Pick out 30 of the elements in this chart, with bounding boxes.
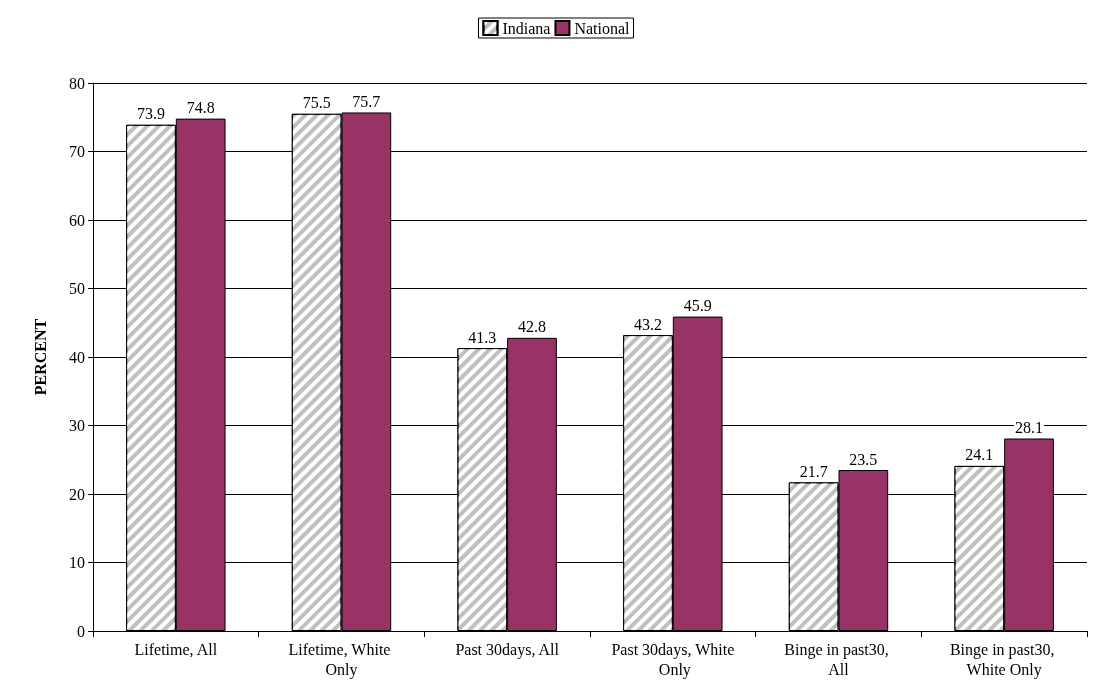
y-tick-label: 0 <box>77 622 85 640</box>
x-tick-label: Past 30days, White Only <box>611 640 735 679</box>
data-label: 73.9 <box>136 105 165 123</box>
data-label: 23.5 <box>849 450 878 468</box>
y-tick-label: 80 <box>69 74 85 92</box>
y-axis-title: PERCENT <box>31 318 49 396</box>
x-tick-label: Binge in past30, White Only <box>949 640 1059 679</box>
y-tick-label: 10 <box>69 554 85 571</box>
data-label: 45.9 <box>683 297 712 315</box>
x-tick-label: Lifetime, White Only <box>288 640 395 679</box>
data-label: 74.8 <box>186 99 215 117</box>
data-label: 24.1 <box>965 446 994 464</box>
data-label: 75.5 <box>302 94 331 112</box>
data-label: 28.1 <box>1015 419 1044 437</box>
y-tick-label: 20 <box>69 485 85 503</box>
data-label: 42.8 <box>518 318 547 336</box>
data-label: 75.7 <box>352 92 381 110</box>
data-label: 43.2 <box>633 315 662 333</box>
y-tick-label: 40 <box>69 348 85 366</box>
x-tick-label: Lifetime, All <box>134 640 218 658</box>
y-tick-label: 70 <box>69 143 85 160</box>
y-tick-label: 50 <box>69 280 85 297</box>
x-tick-label: Binge in past30, All <box>784 640 893 678</box>
x-tick-label: Past 30days, All <box>455 640 560 659</box>
data-label: 41.3 <box>468 328 497 346</box>
y-tick-label: 30 <box>69 417 85 434</box>
data-label: 21.7 <box>799 462 828 480</box>
legend-label: National <box>574 19 631 37</box>
y-tick-label: 60 <box>69 211 85 229</box>
legend-label: Indiana <box>502 19 551 37</box>
